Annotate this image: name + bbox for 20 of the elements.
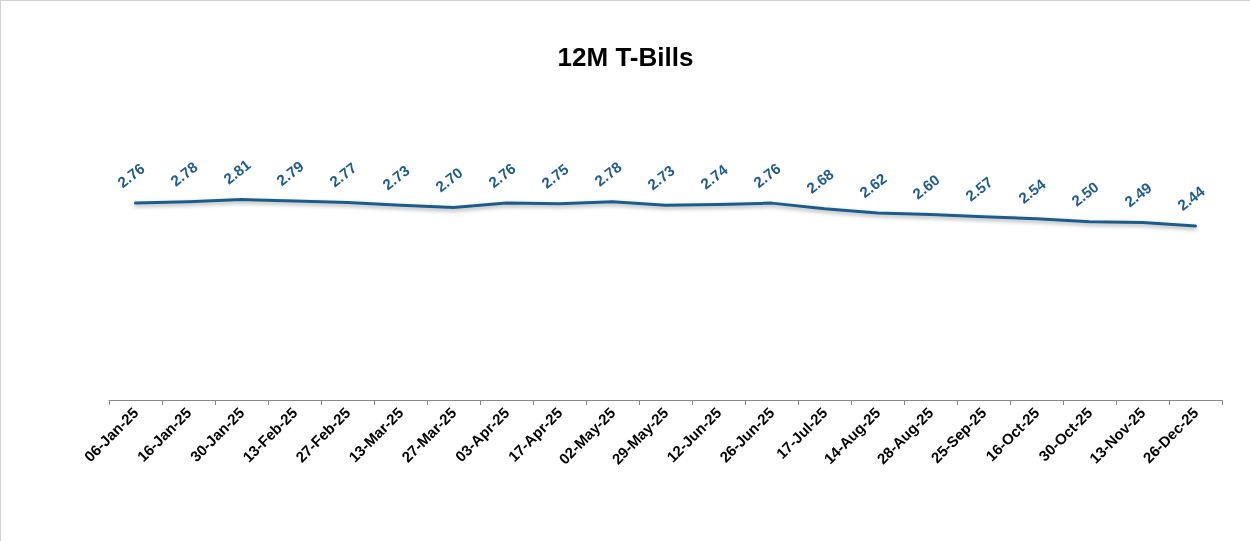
data-label: 2.44 [1174,181,1209,214]
chart-title: 12M T-Bills [557,42,694,72]
data-label: 2.70 [432,163,466,196]
data-label: 2.68 [803,165,837,197]
data-label: 2.76 [750,159,784,191]
data-label: 2.76 [114,159,148,191]
data-label: 2.50 [1068,178,1102,210]
data-label: 2.74 [697,160,732,193]
data-label: 2.54 [1015,174,1050,207]
data-label: 2.79 [273,157,307,189]
data-label: 2.78 [591,158,625,190]
data-label: 2.81 [220,155,254,188]
data-label: 2.73 [379,161,413,194]
data-label: 2.62 [856,169,890,201]
data-label: 2.49 [1121,178,1155,211]
data-label: 2.78 [167,158,201,190]
data-label: 2.76 [485,159,519,191]
data-label: 2.73 [644,161,678,194]
data-label: 2.60 [909,170,943,203]
data-label: 2.75 [538,160,572,192]
